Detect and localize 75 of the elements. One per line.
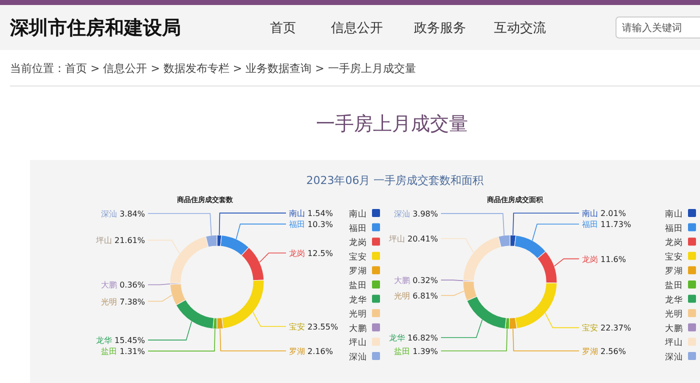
- slice-label: 坪山: [388, 234, 405, 244]
- legend-label: 南山: [665, 208, 683, 220]
- data-label: 11.6%: [598, 254, 626, 264]
- legend-label: 罗湖: [349, 266, 367, 277]
- legend-label: 坪山: [664, 337, 683, 348]
- slice-label: 盐田: [394, 346, 410, 356]
- data-label: 21.61%: [112, 236, 146, 246]
- slice-label: 龙岗: [289, 248, 305, 258]
- legend-label: 深汕: [349, 352, 367, 362]
- slice-label: 宝安: [582, 324, 598, 333]
- slice-label: 福田: [582, 220, 598, 230]
- legend-label: 宝安: [665, 251, 683, 262]
- data-label: 2.01%: [598, 209, 626, 218]
- slice-label: 罗湖: [582, 346, 598, 356]
- slice-label: 南山: [582, 209, 598, 218]
- data-label: 16.82%: [404, 334, 438, 343]
- data-label: 12.5%: [305, 248, 334, 258]
- slice-label: 龙华: [96, 336, 112, 346]
- slice-label: 深汕: [101, 210, 118, 218]
- data-label: 22.37%: [598, 324, 632, 333]
- slice-label: 龙岗: [582, 254, 598, 264]
- legend-label: 宝安: [349, 251, 367, 262]
- text: 互动交流: [494, 20, 546, 36]
- legend-label: 大鹏: [665, 322, 683, 334]
- legend-label: 光明: [349, 308, 367, 320]
- text: 请输入关键词: [622, 22, 682, 34]
- slice-label: 坪山: [94, 236, 112, 246]
- data-label: 2.56%: [598, 346, 626, 356]
- data-label: 23.55%: [305, 322, 338, 332]
- data-label: 0.36%: [117, 280, 146, 290]
- data-label: 2.16%: [305, 346, 334, 356]
- data-label: 3.98%: [410, 210, 438, 219]
- legend-label: 盐田: [665, 280, 683, 291]
- data-label: 3.84%: [117, 210, 146, 218]
- data-label: 0.32%: [410, 276, 438, 286]
- legend-label: 龙华: [665, 294, 683, 306]
- legend-label: 盐田: [349, 280, 367, 291]
- text: 一手房上月成交量: [316, 113, 468, 135]
- data-label: 15.45%: [112, 336, 146, 346]
- slice-label: 福田: [289, 220, 305, 230]
- slice-label: 大鹏: [101, 280, 118, 290]
- text: 政务服务: [414, 21, 466, 36]
- slice-label: 光明: [101, 297, 118, 306]
- slice-label: 宝安: [289, 322, 305, 332]
- data-label: 6.81%: [410, 291, 438, 300]
- legend-label: 南山: [349, 208, 367, 220]
- data-label: 1.39%: [410, 346, 438, 356]
- legend-label: 龙岗: [665, 237, 683, 248]
- legend-label: 深汕: [665, 352, 683, 362]
- legend-label: 坪山: [348, 337, 367, 348]
- data-label: 10.3%: [305, 220, 334, 230]
- slice-label: 大鹏: [394, 276, 410, 286]
- text: 深圳市住房和建设局: [9, 17, 181, 39]
- legend-label: 龙华: [349, 294, 367, 306]
- slice-label: 光明: [394, 291, 410, 300]
- data-label: 1.54%: [305, 209, 334, 218]
- slice-label: 深汕: [394, 210, 410, 219]
- text: 当前位置：首页 > 信息公开 > 数据发布专栏 > 业务数据查询 > 一手房上月成交量: [10, 62, 416, 75]
- data-label: 7.38%: [117, 297, 146, 306]
- legend-label: 罗湖: [665, 266, 683, 277]
- slice-label: 南山: [289, 209, 305, 218]
- data-label: 11.73%: [598, 220, 632, 230]
- slice-label: 盐田: [101, 347, 118, 356]
- slice-label: 罗湖: [289, 346, 305, 356]
- text: 首页: [270, 21, 296, 36]
- text: 信息公开: [331, 21, 383, 36]
- legend-label: 福田: [665, 222, 683, 234]
- data-label: 1.31%: [117, 347, 146, 356]
- legend-label: 大鹏: [349, 322, 367, 334]
- slice-label: 龙华: [388, 334, 405, 343]
- legend-label: 福田: [349, 222, 367, 234]
- data-label: 20.41%: [404, 234, 438, 244]
- text: 2023年06月 一手房成交套数和面积: [306, 174, 484, 187]
- legend-label: 光明: [665, 308, 683, 320]
- legend-label: 龙岗: [349, 237, 367, 248]
